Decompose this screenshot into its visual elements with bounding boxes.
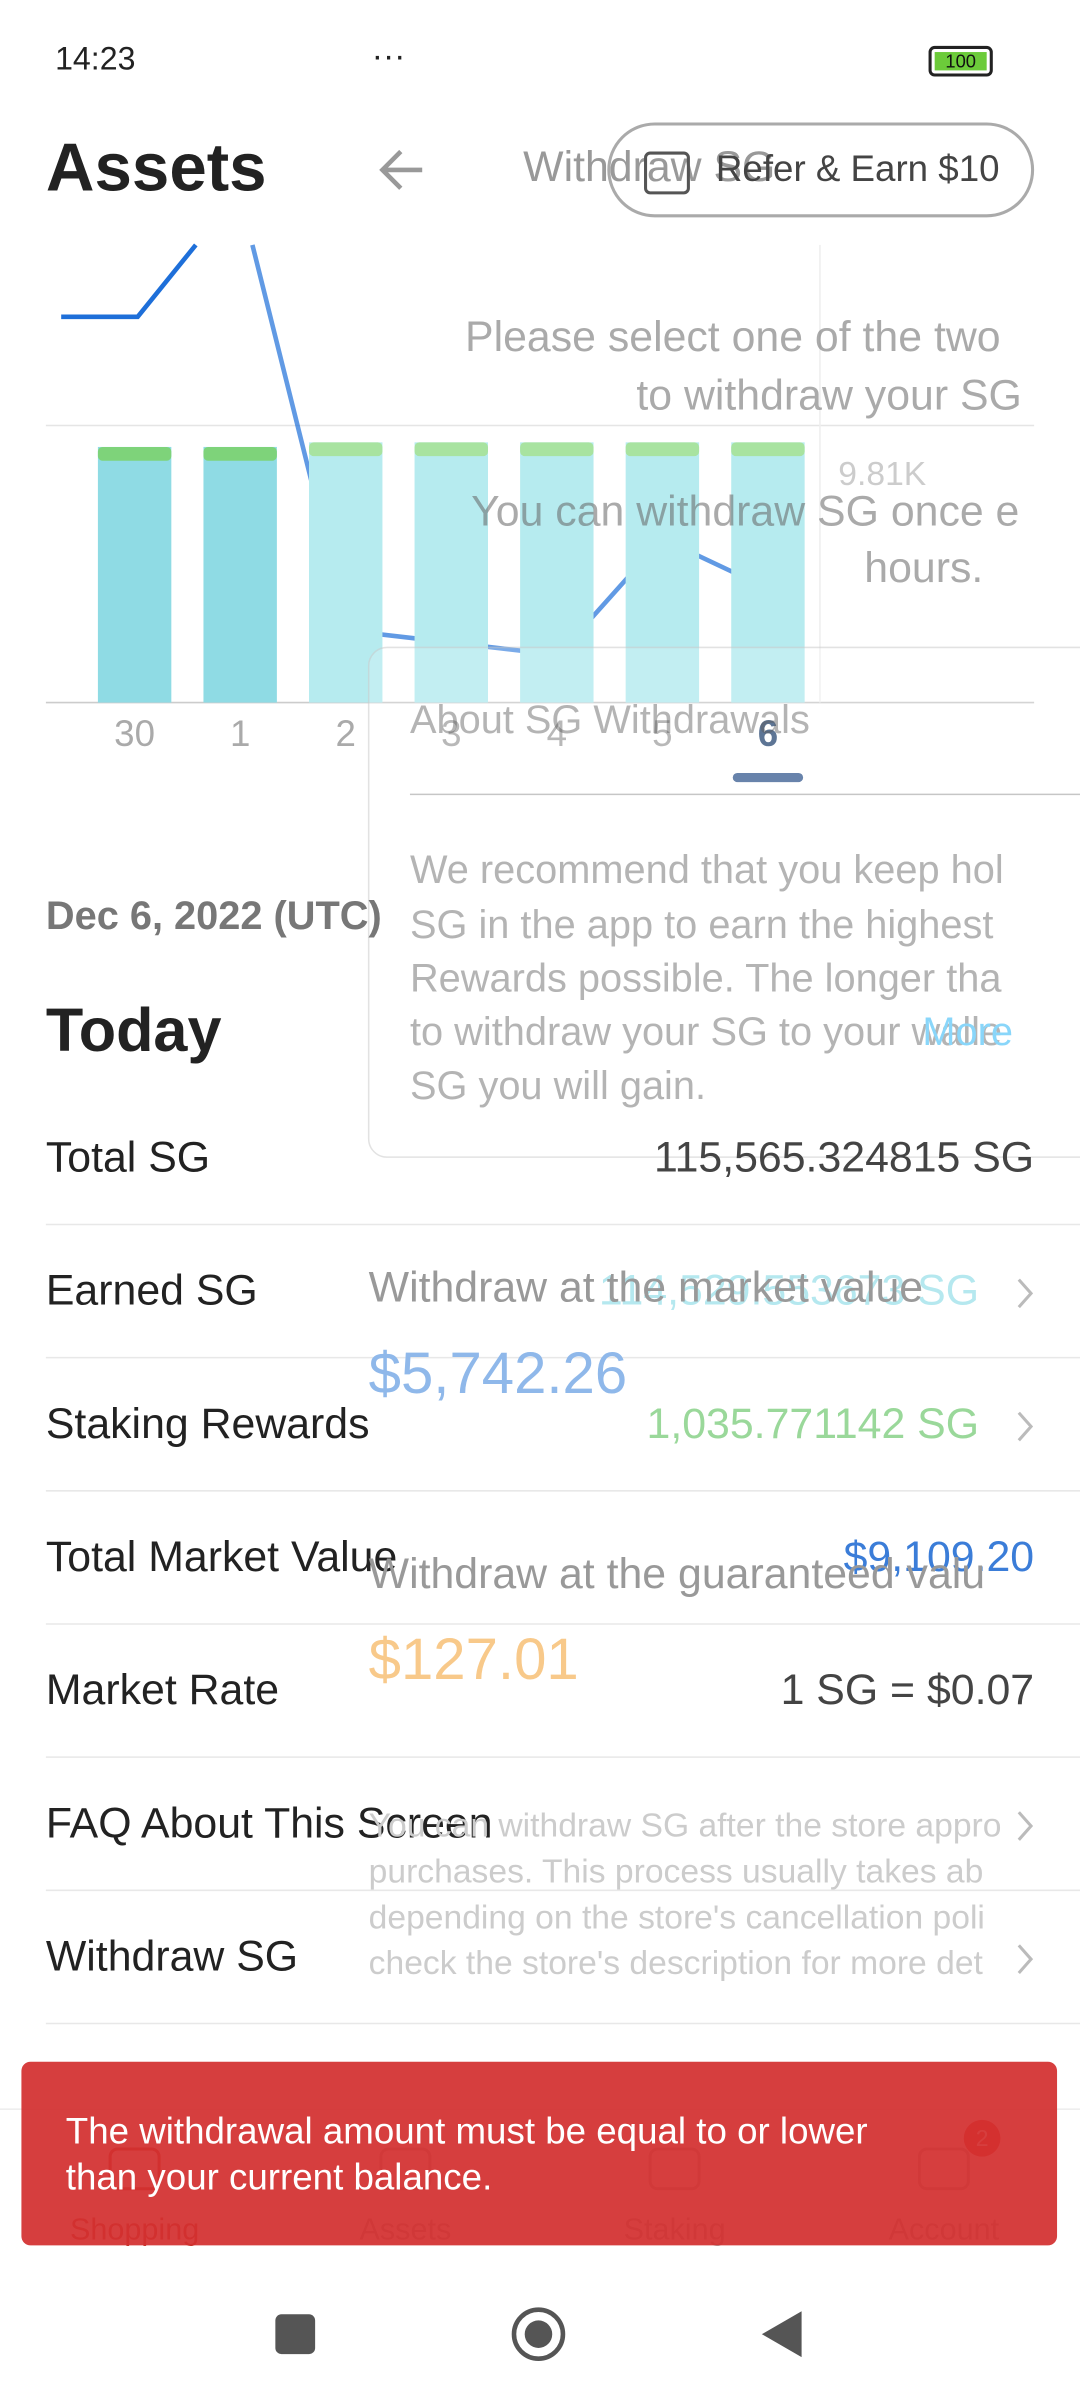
chart-bar-cap: [625, 442, 700, 457]
battery-text: 100: [945, 51, 976, 72]
row-value: $9,109.20: [844, 1533, 1034, 1581]
withdraw-options: Withdraw at the market value $5,742.26 W…: [369, 1264, 1002, 1983]
more-link[interactable]: More: [922, 1010, 1013, 1054]
note-text: check the store's description for more d…: [369, 1945, 984, 1982]
withdraw-overlay: Please select one of the two to withdraw…: [367, 313, 1080, 1158]
chart-category[interactable]: 1: [230, 713, 250, 754]
chart: 9.81K 30 1 2 3 4 5 6: [45, 243, 1035, 783]
row-label: Total Market Value: [46, 1533, 397, 1581]
limit-text: hours.: [864, 544, 983, 592]
chevron: [1017, 1944, 1034, 1974]
overlay-title: Withdraw SG: [523, 143, 775, 191]
option-title[interactable]: Withdraw at the market value: [369, 1264, 923, 1312]
option-amount: $5,742.26: [369, 1341, 628, 1406]
chart-category[interactable]: 5: [652, 713, 672, 754]
section-title: Today: [46, 996, 222, 1064]
chart-category[interactable]: 4: [547, 713, 567, 754]
row-value: 1,035.771142 SG: [647, 1400, 979, 1448]
about-text: SG you will gain.: [410, 1064, 706, 1108]
chevron: [1017, 1811, 1034, 1841]
home-button-dot: [524, 2320, 553, 2348]
toast: [21, 2061, 1058, 2246]
row-label[interactable]: Staking Rewards: [46, 1400, 370, 1448]
chart-bar: [520, 442, 594, 703]
note-text: purchases. This process usually takes ab: [369, 1853, 984, 1890]
row-value: 115,565.324815 SG: [654, 1134, 1034, 1182]
more-icons: ···: [372, 38, 406, 75]
chart-category[interactable]: 30: [114, 713, 155, 754]
about-card: [367, 646, 1080, 1158]
battery-level: [934, 52, 987, 71]
limit-text: You can withdraw SG once e: [471, 488, 1019, 536]
back-arrow[interactable]: [379, 149, 423, 190]
chevron: [1017, 1278, 1034, 1309]
row-value: 114,529.553673 SG: [599, 1267, 979, 1315]
row-label[interactable]: FAQ About This Screen: [46, 1799, 493, 1847]
chart-bar-cap: [520, 442, 594, 457]
chart-bar-cap: [203, 446, 277, 461]
refer-text: Refer & Earn $10: [716, 148, 1000, 189]
about-title: About SG Withdrawals: [410, 698, 810, 742]
refer-button[interactable]: [607, 122, 1035, 218]
status-time: 14:23: [55, 41, 135, 77]
asset-rows: Total SG 115,565.324815 SG Earned SG 114,52…: [45, 1134, 1080, 2025]
chart-bar-cap: [97, 446, 172, 461]
option-amount: $127.01: [369, 1627, 579, 1692]
chart-line: [61, 243, 198, 320]
toast-text: than your current balance.: [66, 2156, 492, 2197]
chart-bar-cap: [309, 442, 383, 457]
selected-indicator: [732, 772, 804, 783]
about-text: SG in the app to earn the highest: [410, 903, 993, 947]
toast-text: The withdrawal amount must be equal to o…: [66, 2110, 868, 2151]
chart-bar: [625, 442, 700, 703]
chart-category[interactable]: 3: [441, 713, 461, 754]
row-label[interactable]: Withdraw SG: [46, 1932, 298, 1980]
back-button[interactable]: [761, 2311, 802, 2358]
recents-button[interactable]: [275, 2314, 316, 2355]
chevron: [1017, 1411, 1034, 1442]
chart-bar: [97, 446, 172, 703]
note-text: depending on the store's cancellation po…: [369, 1899, 985, 1936]
chart-bar: [731, 442, 805, 703]
about-text: Rewards possible. The longer tha: [410, 957, 1002, 1001]
chart-label: 9.81K: [838, 456, 926, 493]
row-label[interactable]: Earned SG: [46, 1267, 258, 1315]
chart-bar-cap: [414, 442, 488, 457]
chart-category[interactable]: 6: [758, 713, 778, 754]
note-text: You can withdraw SG after the store appr…: [369, 1807, 1002, 1844]
date: Dec 6, 2022 (UTC): [46, 894, 382, 938]
about-text: We recommend that you keep hol: [410, 848, 1004, 892]
chart-bar-cap: [731, 442, 805, 457]
option-title[interactable]: Withdraw at the guaranteed valu: [369, 1550, 985, 1598]
chart-category[interactable]: 2: [336, 713, 356, 754]
about-text: to withdraw your SG to your walle: [410, 1010, 1002, 1054]
row-value: 1 SG = $0.07: [781, 1666, 1035, 1714]
page-title: Assets: [46, 131, 267, 206]
row-label: Market Rate: [46, 1666, 279, 1714]
intro-text: to withdraw your SG: [636, 371, 1022, 419]
gift-icon: [644, 151, 690, 195]
intro-text: Please select one of the two: [465, 313, 1001, 361]
home-button[interactable]: [511, 2307, 566, 2361]
chart-bar: [414, 442, 488, 703]
row-label: Total SG: [46, 1134, 210, 1182]
chart-bar: [203, 446, 277, 703]
